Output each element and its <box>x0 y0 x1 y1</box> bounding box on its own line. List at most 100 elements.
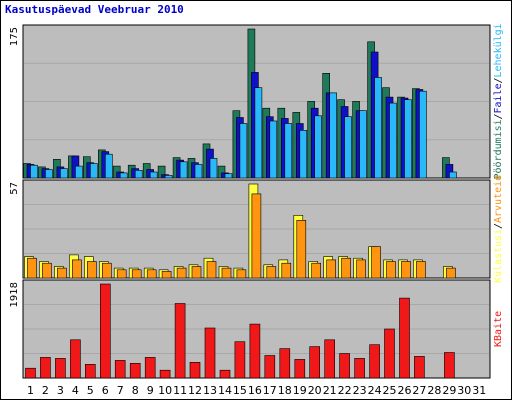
x-tick-day-17: 17 <box>263 384 277 397</box>
bar-top-leheklgi-day-7 <box>119 172 128 179</box>
bar-bottom-kbaite-day-12 <box>189 361 201 379</box>
bar-middle-arvuteid-day-6 <box>102 262 112 279</box>
bar-middle-arvuteid-day-3 <box>57 267 67 279</box>
x-tick-day-11: 11 <box>173 384 187 397</box>
bar-middle-arvuteid-day-10 <box>161 271 172 279</box>
bar-top-leheklgi-day-29 <box>449 171 457 179</box>
bar-middle-arvuteid-day-9 <box>146 269 157 279</box>
bar-bottom-kbaite-day-8 <box>129 362 141 379</box>
x-tick-day-5: 5 <box>87 384 94 397</box>
bar-bottom-kbaite-day-7 <box>114 360 126 379</box>
bar-top-leheklgi-day-3 <box>60 168 68 179</box>
bar-top-leheklgi-day-4 <box>75 165 83 179</box>
bar-middle-arvuteid-day-4 <box>72 259 82 279</box>
bar-middle-arvuteid-day-14 <box>221 267 232 279</box>
x-tick-day-30: 30 <box>457 384 471 397</box>
bar-top-leheklgi-day-10 <box>164 175 173 179</box>
x-tick-day-8: 8 <box>132 384 139 397</box>
bar-top-leheklgi-day-2 <box>45 169 53 179</box>
bar-top-leheklgi-day-21 <box>329 92 338 179</box>
x-tick-day-27: 27 <box>412 384 426 397</box>
bar-middle-arvuteid-day-20 <box>311 262 322 279</box>
bar-top-leheklgi-day-5 <box>90 163 98 179</box>
panel-top-ymax-label: 175 <box>9 27 20 46</box>
bar-middle-arvuteid-day-19 <box>296 220 307 279</box>
bar-bottom-kbaite-day-27 <box>414 356 425 379</box>
bar-middle-arvuteid-day-5 <box>87 261 97 279</box>
x-tick-day-18: 18 <box>278 384 292 397</box>
bar-top-leheklgi-day-12 <box>194 164 203 179</box>
bar-bottom-kbaite-day-5 <box>85 363 96 379</box>
bar-middle-arvuteid-day-15 <box>236 269 247 279</box>
bar-middle-arvuteid-day-22 <box>341 257 351 279</box>
bar-middle-arvuteid-day-18 <box>281 262 292 279</box>
bar-bottom-kbaite-day-13 <box>204 327 216 379</box>
x-tick-day-20: 20 <box>308 384 322 397</box>
bar-bottom-kbaite-day-14 <box>219 369 231 379</box>
bar-middle-arvuteid-day-7 <box>116 269 127 279</box>
bar-middle-arvuteid-day-24 <box>371 246 381 279</box>
x-tick-day-25: 25 <box>383 384 397 397</box>
legend-label-top-1: Faile <box>493 83 504 113</box>
bar-middle-arvuteid-day-12 <box>191 266 202 279</box>
bar-bottom-kbaite-day-26 <box>399 297 410 379</box>
legend-separator-top: / <box>493 77 504 83</box>
bar-top-leheklgi-day-27 <box>419 90 427 179</box>
bar-bottom-kbaite-day-23 <box>354 358 365 379</box>
x-tick-day-16: 16 <box>248 384 262 397</box>
x-tick-day-29: 29 <box>442 384 456 397</box>
x-tick-day-12: 12 <box>188 384 202 397</box>
bar-bottom-kbaite-day-29 <box>444 352 455 379</box>
bar-top-leheklgi-day-8 <box>134 170 143 179</box>
legend-label-top-2: Lehekülgi <box>493 23 504 77</box>
bar-bottom-kbaite-day-18 <box>279 348 291 379</box>
x-tick-day-22: 22 <box>338 384 352 397</box>
bar-bottom-kbaite-day-17 <box>264 355 276 379</box>
bar-middle-arvuteid-day-2 <box>42 262 52 279</box>
x-tick-day-10: 10 <box>158 384 172 397</box>
x-tick-day-6: 6 <box>102 384 109 397</box>
x-tick-day-15: 15 <box>233 384 247 397</box>
bar-top-leheklgi-day-6 <box>105 153 113 179</box>
bar-bottom-kbaite-day-10 <box>159 369 171 379</box>
bar-top-leheklgi-day-11 <box>179 161 188 179</box>
bar-bottom-kbaite-day-19 <box>294 359 306 379</box>
x-tick-day-14: 14 <box>218 384 232 397</box>
bar-top-leheklgi-day-22 <box>344 116 352 179</box>
bar-top-leheklgi-day-18 <box>284 123 293 179</box>
legend-separator-top: / <box>493 113 504 119</box>
bar-bottom-kbaite-day-1 <box>25 367 36 379</box>
bar-bottom-kbaite-day-16 <box>249 323 261 379</box>
bar-bottom-kbaite-day-4 <box>70 339 81 379</box>
bar-top-leheklgi-day-15 <box>239 123 248 179</box>
x-tick-day-28: 28 <box>427 384 441 397</box>
bar-bottom-kbaite-day-25 <box>384 328 395 379</box>
bar-middle-arvuteid-day-16 <box>251 193 262 279</box>
x-tick-day-31: 31 <box>472 384 486 397</box>
bar-middle-arvuteid-day-23 <box>356 259 366 279</box>
bar-middle-arvuteid-day-8 <box>131 269 142 279</box>
bar-top-leheklgi-day-25 <box>389 102 397 179</box>
bar-middle-arvuteid-day-26 <box>401 261 411 279</box>
bar-bottom-kbaite-day-21 <box>324 339 336 379</box>
legend-separator-middle: / <box>493 223 504 229</box>
legend-label-bottom-0: KBaite <box>493 311 504 347</box>
legend-label-top-0: Pöördumisi <box>493 119 504 179</box>
bar-top-leheklgi-day-17 <box>269 120 278 179</box>
bar-bottom-kbaite-day-20 <box>309 346 321 379</box>
bar-top-leheklgi-day-26 <box>404 99 412 179</box>
bar-bottom-kbaite-day-22 <box>339 353 350 379</box>
bar-top-leheklgi-day-14 <box>224 173 233 179</box>
bar-bottom-kbaite-day-3 <box>55 358 66 379</box>
legend-label-middle-0: Külastusi <box>493 229 504 283</box>
bar-bottom-kbaite-day-2 <box>40 357 51 379</box>
x-tick-day-23: 23 <box>353 384 367 397</box>
panel-middle-ymax-label: 57 <box>9 182 20 195</box>
x-tick-day-21: 21 <box>323 384 337 397</box>
bar-bottom-kbaite-day-6 <box>100 283 111 379</box>
bar-top-leheklgi-day-20 <box>314 115 323 179</box>
x-tick-day-19: 19 <box>293 384 307 397</box>
panel-bottom-ymax-label: 1918 <box>9 282 20 307</box>
x-tick-day-4: 4 <box>72 384 79 397</box>
